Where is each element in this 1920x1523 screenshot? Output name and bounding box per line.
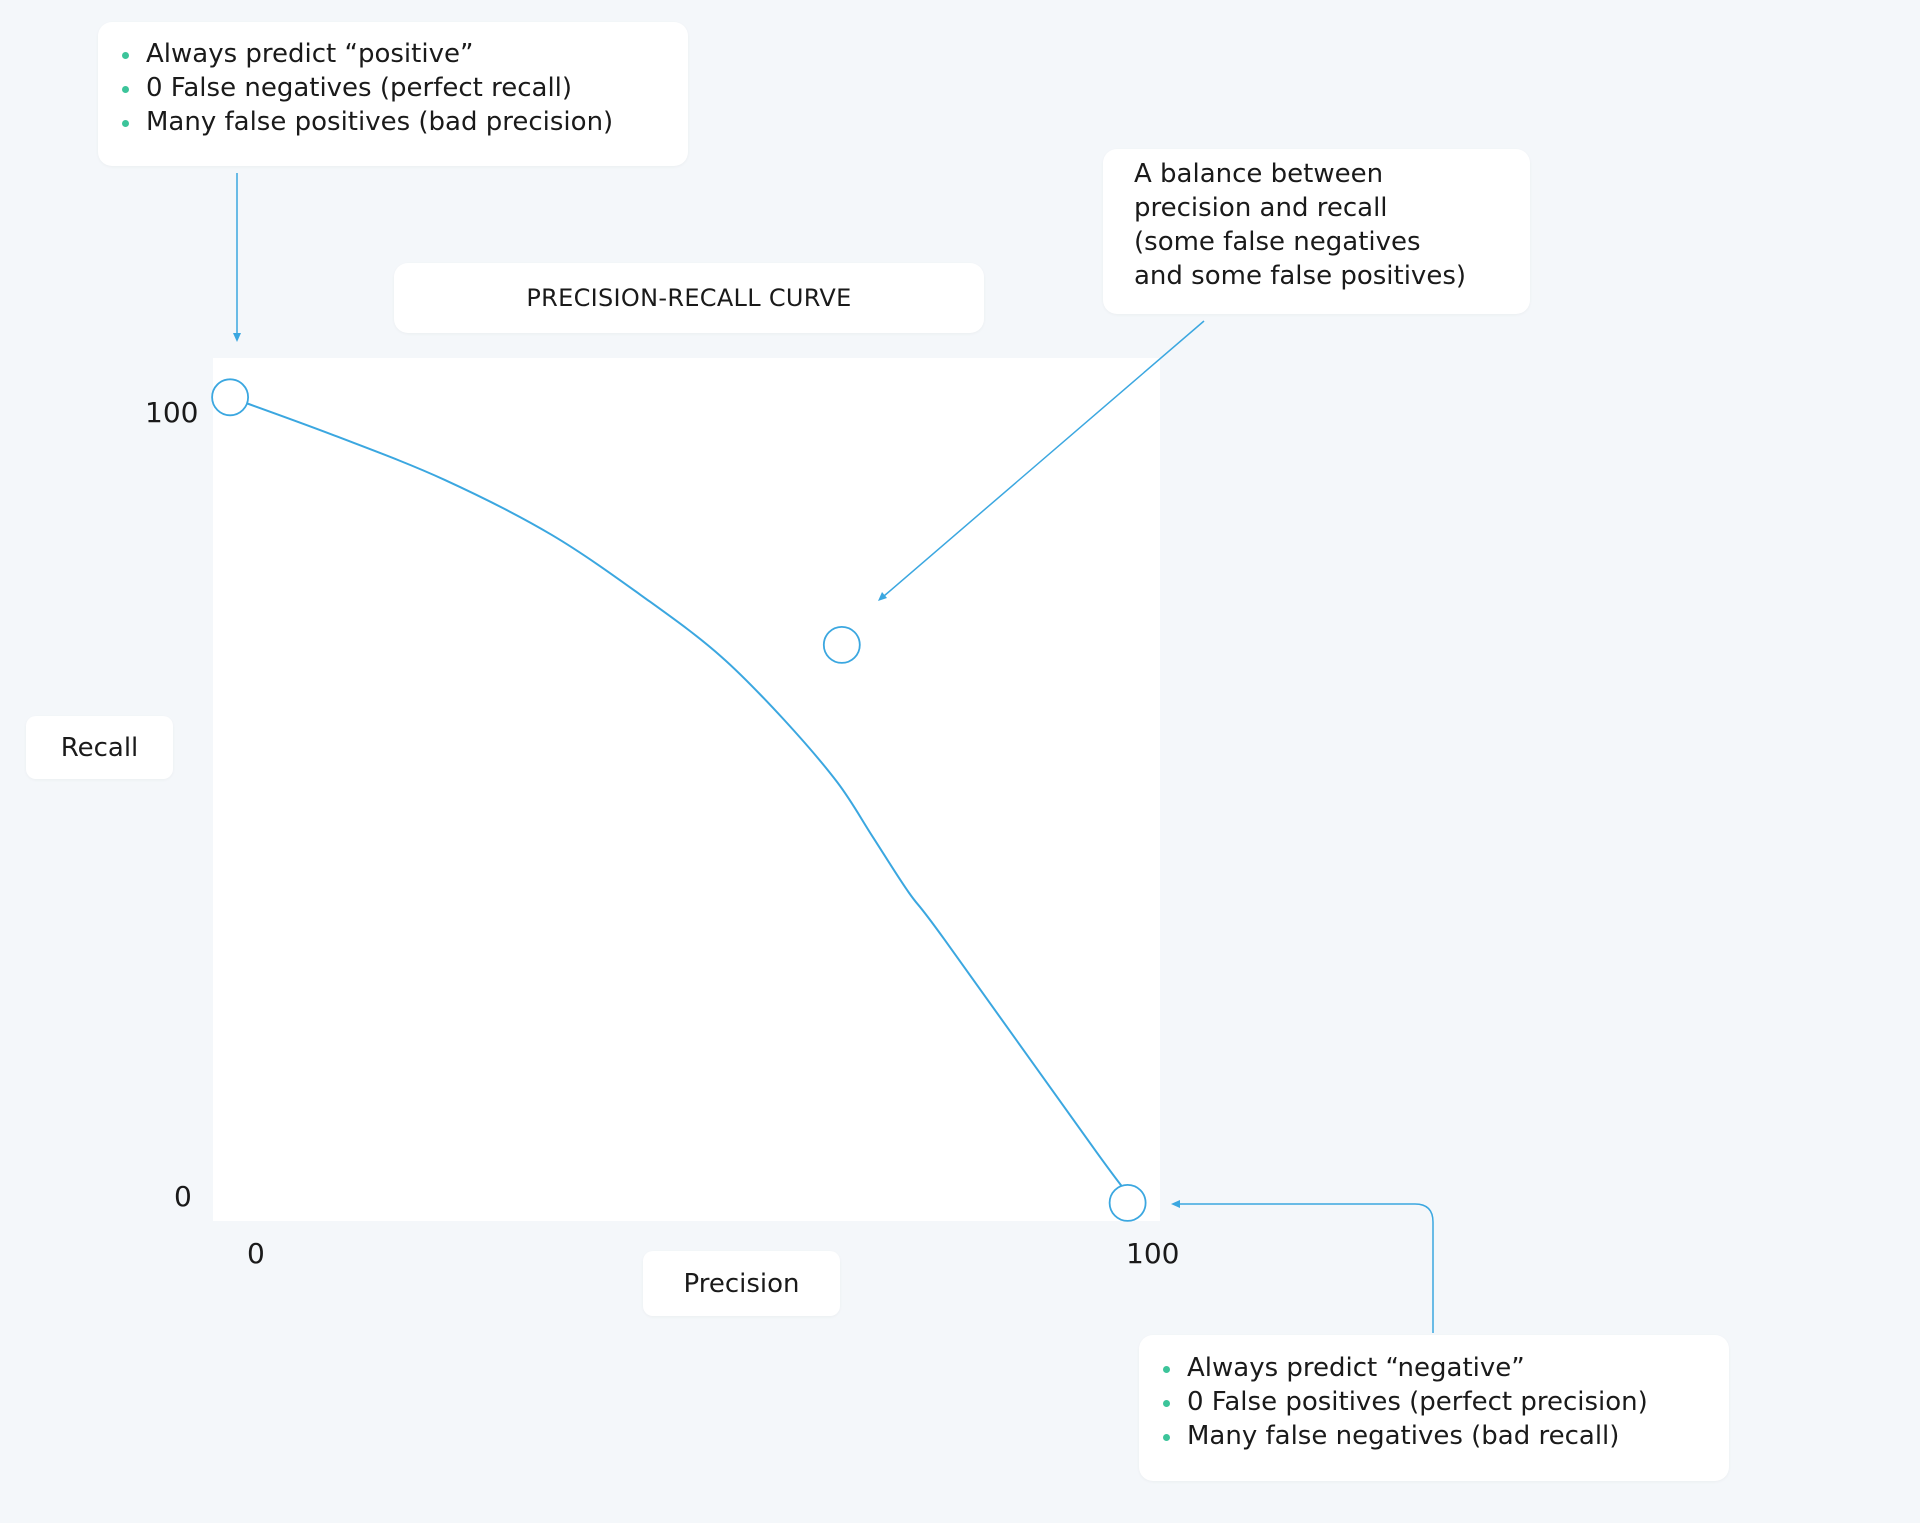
chart-title-card: PRECISION-RECALL CURVE (394, 263, 984, 333)
annotation-top-item: 0 False negatives (perfect recall) (120, 71, 688, 105)
annotation-card-top: Always predict “positive” 0 False negati… (98, 22, 688, 166)
annotation-balance-line: precision and recall (1134, 193, 1388, 223)
y-tick-label: 100 (145, 396, 199, 429)
pr-curve-line (229, 396, 1133, 1200)
curve-group (229, 396, 1133, 1200)
x-tick-label: 100 (1126, 1237, 1180, 1270)
arrow-top-head (233, 333, 241, 342)
annotation-bottom-item: Many false negatives (bad recall) (1161, 1419, 1729, 1453)
annotation-balance-line: and some false positives) (1134, 261, 1467, 291)
curve-point-marker (1108, 1184, 1147, 1222)
annotation-top-item: Many false positives (bad precision) (120, 105, 688, 139)
curve-point-marker (211, 378, 250, 417)
y-axis-label-card: Recall (26, 716, 173, 779)
annotation-card-bottom: Always predict “negative” 0 False positi… (1139, 1335, 1729, 1481)
annotation-bottom-item: 0 False positives (perfect precision) (1161, 1385, 1729, 1419)
x-tick-label: 0 (247, 1237, 265, 1270)
y-axis-label: Recall (60, 732, 139, 763)
annotation-bottom-list: Always predict “negative” 0 False positi… (1161, 1351, 1729, 1453)
arrow-bottom-line (1180, 1203, 1434, 1333)
arrow-balance-line (883, 320, 1205, 597)
arrow-bottom-head (1171, 1200, 1180, 1208)
points-group (211, 378, 1147, 1222)
annotation-balance-line: A balance between (1134, 159, 1384, 189)
arrow-balance-head (878, 592, 887, 601)
x-axis-label: Precision (683, 1268, 800, 1299)
y-tick-label: 0 (174, 1180, 192, 1213)
plot-area (213, 358, 1160, 1221)
chart-title: PRECISION-RECALL CURVE (526, 284, 852, 312)
x-axis-label-card: Precision (643, 1251, 840, 1316)
annotation-top-list: Always predict “positive” 0 False negati… (120, 37, 688, 139)
annotation-bottom-item: Always predict “negative” (1161, 1351, 1729, 1385)
annotation-balance-line: (some false negatives (1134, 227, 1421, 257)
annotation-card-balance: A balance between precision and recall (… (1103, 149, 1530, 314)
curve-point-marker (822, 626, 861, 664)
annotation-top-item: Always predict “positive” (120, 37, 688, 71)
annotation-arrows (233, 173, 1434, 1333)
